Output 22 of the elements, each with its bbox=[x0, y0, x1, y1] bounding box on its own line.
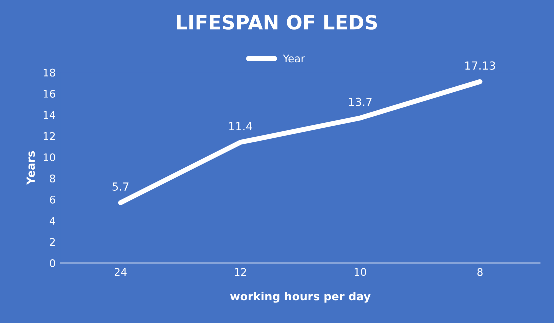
y-tick-label: 10 bbox=[44, 154, 56, 162]
chart-title: LIFESPAN OF LEDS bbox=[177, 15, 378, 30]
y-tick-label: 18 bbox=[44, 68, 56, 77]
y-tick-label: 16 bbox=[44, 90, 56, 98]
y-tick-label: 8 bbox=[50, 174, 56, 183]
data-label: 13.7 bbox=[349, 98, 372, 106]
x-tick-label: 10 bbox=[354, 268, 366, 276]
y-axis-title: Years bbox=[26, 151, 36, 186]
x-tick-label: 8 bbox=[478, 268, 483, 276]
data-label: 11.4 bbox=[229, 122, 252, 131]
data-label: 17.13 bbox=[466, 62, 496, 70]
x-tick-label: 12 bbox=[235, 268, 246, 276]
y-tick-label: 12 bbox=[44, 132, 56, 140]
data-label: 5.7 bbox=[112, 182, 129, 192]
y-tick-label: 14 bbox=[44, 111, 56, 119]
y-tick-label: 0 bbox=[50, 259, 56, 268]
x-axis-title: working hours per day bbox=[230, 292, 371, 303]
y-tick-label: 6 bbox=[50, 196, 56, 204]
x-tick-label: 24 bbox=[114, 268, 127, 276]
legend-label: Year bbox=[283, 54, 306, 63]
y-tick-label: 2 bbox=[50, 238, 56, 246]
y-tick-label: 4 bbox=[50, 217, 56, 225]
